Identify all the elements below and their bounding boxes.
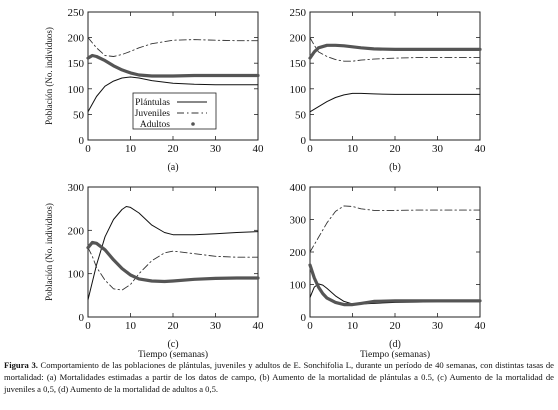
x-tick-label: 0	[307, 320, 313, 332]
x-tick-label: 20	[168, 320, 180, 332]
x-tick-label: 30	[210, 320, 222, 332]
y-tick-label: 50	[73, 109, 85, 121]
y-tick-label: 0	[79, 312, 85, 324]
caption-text: Comportamiento de las poblaciones de plá…	[4, 360, 554, 395]
y-tick-label: 0	[301, 135, 307, 147]
panel-label: (c)	[167, 339, 178, 350]
x-tick-label: 40	[475, 320, 487, 332]
series-line-juveniles	[309, 37, 481, 62]
x-axis-label: Tiempo (semanas)	[138, 349, 208, 360]
x-tick-label: 10	[125, 320, 137, 332]
y-tick-label: 150	[68, 58, 85, 70]
y-tick-label: 200	[290, 33, 307, 45]
x-axis-label: Tiempo (semanas)	[360, 349, 430, 360]
series-line-juveniles	[309, 205, 481, 253]
y-tick-label: 200	[68, 33, 85, 45]
chart-panel-2	[308, 11, 482, 141]
y-tick-label: 300	[290, 215, 307, 227]
x-tick-label: 0	[85, 320, 91, 332]
legend-box	[132, 92, 217, 130]
series-line-plntulas	[87, 206, 259, 301]
x-tick-label: 10	[347, 320, 359, 332]
series-line-plntulas	[309, 92, 481, 113]
x-tick-label: 30	[432, 320, 444, 332]
y-axis-label: Población (No. individuos)	[44, 27, 54, 125]
y-tick-label: 400	[290, 182, 307, 194]
y-tick-label: 200	[290, 247, 307, 259]
panel-label: (b)	[389, 162, 401, 173]
x-tick-label: 40	[475, 143, 487, 155]
y-tick-label: 100	[290, 280, 307, 292]
panel-label: (a)	[167, 162, 178, 173]
x-tick-label: 10	[347, 143, 359, 155]
legend-label: Plántulas	[135, 98, 170, 108]
x-tick-label: 30	[432, 143, 444, 155]
legend-label: Juveniles	[135, 109, 171, 119]
y-tick-label: 50	[295, 109, 307, 121]
figure-caption: Figura 3. Comportamiento de las poblacio…	[4, 359, 554, 396]
plot-frame	[309, 186, 481, 318]
y-tick-label: 100	[290, 84, 307, 96]
y-tick-label: 150	[290, 58, 307, 70]
series-line-adultos	[86, 240, 260, 284]
series-line-adultos	[308, 43, 482, 60]
y-axis-label: Población (No. individuos)	[44, 203, 54, 301]
y-tick-label: 100	[68, 84, 85, 96]
x-tick-label: 40	[253, 143, 265, 155]
x-tick-label: 20	[168, 143, 180, 155]
chart-panel-4	[308, 186, 482, 318]
y-tick-label: 200	[68, 225, 85, 237]
plot-frame	[87, 186, 259, 318]
y-tick-label: 250	[290, 7, 307, 19]
plot-frame	[309, 11, 481, 141]
x-tick-label: 20	[390, 143, 402, 155]
caption-label: Figura 3.	[4, 360, 38, 370]
x-tick-label: 40	[253, 320, 265, 332]
y-tick-label: 0	[301, 312, 307, 324]
series-line-juveniles	[87, 247, 259, 291]
y-tick-label: 250	[68, 7, 85, 19]
y-tick-label: 0	[79, 135, 85, 147]
y-tick-label: 100	[68, 269, 85, 281]
x-tick-label: 10	[125, 143, 137, 155]
legend-marker-adultos	[191, 122, 195, 126]
chart-panel-3	[86, 186, 260, 318]
series-line-juveniles	[87, 37, 259, 57]
legend-label: Adultos	[140, 120, 170, 130]
x-tick-label: 30	[210, 143, 222, 155]
series-line-plntulas	[87, 76, 259, 113]
series-line-adultos	[86, 53, 260, 78]
x-tick-label: 0	[85, 143, 91, 155]
x-tick-label: 0	[307, 143, 313, 155]
x-tick-label: 20	[390, 320, 402, 332]
series-line-adultos	[308, 263, 482, 307]
y-tick-label: 300	[68, 182, 85, 194]
panel-label: (d)	[389, 339, 401, 350]
